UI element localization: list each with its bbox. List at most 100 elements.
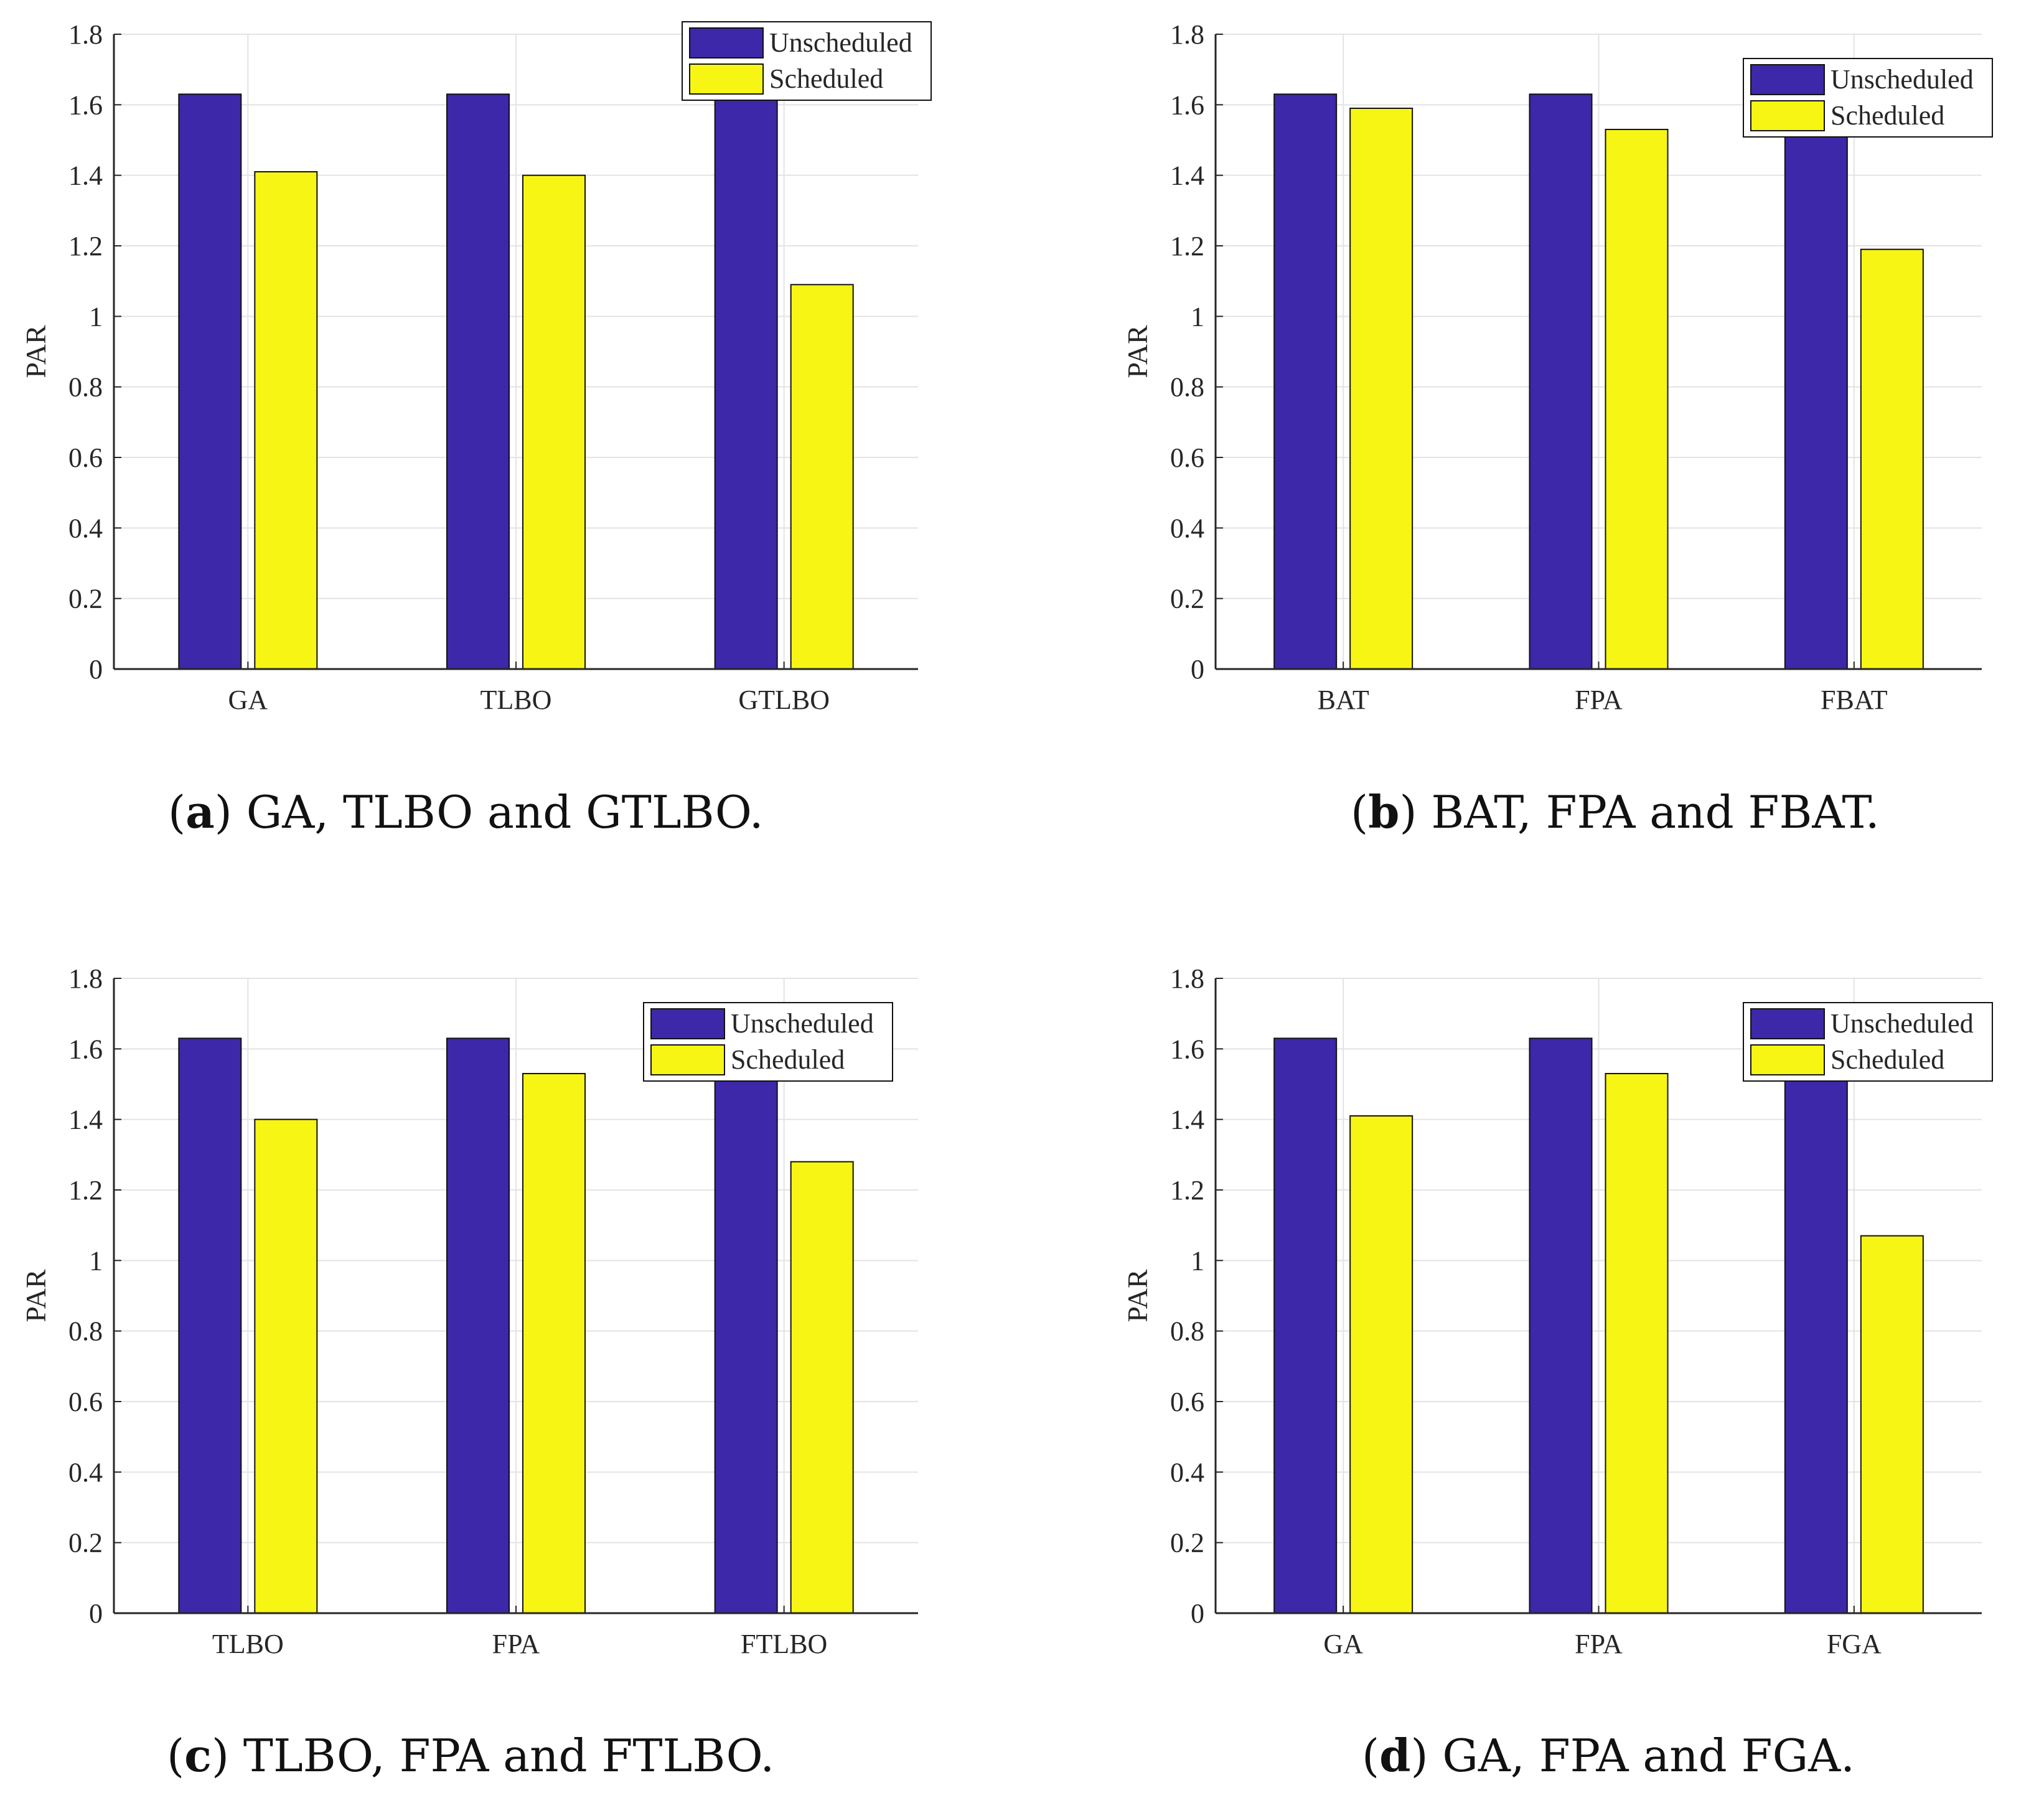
x-tick-label: BAT <box>1318 685 1369 715</box>
bar-unscheduled-fbat <box>1784 93 1848 670</box>
bar-scheduled-tlbo <box>254 1118 318 1614</box>
y-tick-label: 1.6 <box>1170 1034 1204 1064</box>
y-tick-label: 1.8 <box>68 963 103 994</box>
bar-unscheduled-gtlbo <box>714 93 778 670</box>
legend-swatch-unscheduled <box>689 27 764 59</box>
bar-unscheduled-ga <box>1273 1037 1338 1614</box>
x-tick-label: FPA <box>1575 1629 1623 1659</box>
bar-unscheduled-tlbo <box>178 1037 242 1614</box>
legend-label-unscheduled: Unscheduled <box>1831 64 1974 95</box>
legend: Unscheduled Scheduled <box>1743 58 1993 138</box>
bar-unscheduled-bat <box>1273 93 1338 670</box>
legend-swatch-scheduled <box>1750 100 1825 131</box>
y-tick-label: 0.4 <box>1170 513 1204 543</box>
legend-swatch-scheduled <box>689 63 764 95</box>
bar-unscheduled-fpa <box>1529 1037 1593 1614</box>
legend: Unscheduled Scheduled <box>643 1002 893 1082</box>
y-tick-label: 1.2 <box>1170 1175 1204 1206</box>
legend-swatch-unscheduled <box>1750 64 1825 95</box>
bar-scheduled-ga <box>254 171 318 670</box>
y-tick-label: 0.8 <box>1170 372 1204 403</box>
y-tick-label: 1.8 <box>1170 963 1204 994</box>
y-tick-label: 1 <box>1191 301 1204 332</box>
y-tick-label: 1 <box>1191 1245 1204 1276</box>
y-tick-label: 1.2 <box>68 1175 103 1206</box>
caption-text: GA, TLBO and GTLBO. <box>232 786 764 838</box>
y-tick-label: 0.2 <box>68 1528 103 1558</box>
legend-label-scheduled: Scheduled <box>1831 100 1944 131</box>
bar-scheduled-ftlbo <box>790 1161 854 1614</box>
legend: Unscheduled Scheduled <box>1743 1002 1993 1082</box>
chart-panel-c: 0 0.2 0.4 0.6 0.8 1 1.2 1.4 1.6 1.8 TLBO FPA FTLBO PA… <box>20 963 918 1659</box>
bar-scheduled-fpa <box>1605 129 1669 670</box>
y-tick-label: 1.4 <box>1170 161 1204 191</box>
y-tick-label: 0.4 <box>68 513 103 543</box>
bar-unscheduled-fpa <box>1529 93 1593 670</box>
bar-scheduled-bat <box>1349 108 1413 670</box>
caption-letter: d <box>1379 1729 1411 1782</box>
chart-panel-d: 0 0.2 0.4 0.6 0.8 1 1.2 1.4 1.6 1.8 GA FPA FGA PAR Uns… <box>1122 963 1993 1659</box>
bar-scheduled-fpa <box>522 1073 586 1614</box>
x-tick-label: GA <box>1323 1629 1363 1659</box>
y-tick-label: 1.8 <box>68 19 103 50</box>
y-tick-label: 1.4 <box>1170 1105 1204 1135</box>
bar-unscheduled-fpa <box>446 1037 510 1614</box>
y-tick-label: 0.2 <box>68 584 103 614</box>
y-tick-label: 0.6 <box>1170 442 1204 473</box>
y-tick-label: 0.6 <box>1170 1387 1204 1417</box>
bar-unscheduled-ga <box>178 93 242 670</box>
bar-unscheduled-ftlbo <box>714 1037 778 1614</box>
chart-panel-b: 0 0.2 0.4 0.6 0.8 1 1.2 1.4 1.6 1.8 BAT FPA FBAT PAR U… <box>1122 19 1993 715</box>
y-tick-label: 0 <box>1191 654 1204 685</box>
x-tick-label: TLBO <box>212 1629 284 1659</box>
legend-swatch-unscheduled <box>1750 1008 1825 1039</box>
y-tick-label: 0 <box>1191 1598 1204 1629</box>
legend-swatch-scheduled <box>1750 1044 1825 1075</box>
bar-scheduled-tlbo <box>522 174 586 670</box>
x-tick-label: TLBO <box>481 685 552 715</box>
y-tick-label: 1.6 <box>1170 90 1204 120</box>
y-tick-label: 0 <box>89 1598 103 1629</box>
y-tick-label: 0.8 <box>68 372 103 403</box>
legend-swatch-scheduled <box>650 1044 725 1075</box>
x-tick-label: FBAT <box>1821 685 1888 715</box>
chart-panel-a: 0 0.2 0.4 0.6 0.8 1 1.2 1.4 1.6 1.8 GA TLBO GTLBO PAR… <box>20 19 932 715</box>
caption-c: (c) TLBO, FPA and FTLBO. <box>167 1729 775 1782</box>
y-tick-label: 0.2 <box>1170 584 1204 614</box>
legend-label-scheduled: Scheduled <box>1831 1044 1944 1075</box>
bar-unscheduled-tlbo <box>446 93 510 670</box>
legend-label-unscheduled: Unscheduled <box>769 27 912 58</box>
y-axis-label: PAR <box>20 1269 52 1323</box>
x-tick-label: FPA <box>492 1629 540 1659</box>
caption-text: TLBO, FPA and FTLBO. <box>229 1730 775 1782</box>
y-axis-label: PAR <box>20 325 52 378</box>
y-tick-label: 0.2 <box>1170 1528 1204 1558</box>
y-tick-label: 0.6 <box>68 442 103 473</box>
bar-scheduled-ga <box>1349 1115 1413 1614</box>
legend: Unscheduled Scheduled <box>682 21 932 101</box>
y-tick-label: 1 <box>89 301 103 332</box>
bar-scheduled-fbat <box>1860 248 1924 670</box>
y-tick-label: 1.8 <box>1170 19 1204 50</box>
y-tick-label: 1 <box>89 1245 103 1276</box>
caption-a: (a) GA, TLBO and GTLBO. <box>168 785 764 838</box>
x-tick-label: FPA <box>1575 685 1623 715</box>
y-tick-label: 1.2 <box>68 231 103 261</box>
y-tick-label: 0.6 <box>68 1387 103 1417</box>
legend-label-scheduled: Scheduled <box>769 63 883 94</box>
caption-letter: c <box>184 1729 212 1782</box>
legend-label-unscheduled: Unscheduled <box>731 1008 874 1039</box>
legend-swatch-unscheduled <box>650 1008 725 1039</box>
x-tick-label: FTLBO <box>741 1629 827 1659</box>
y-tick-label: 1.6 <box>68 90 103 120</box>
bar-scheduled-fga <box>1860 1235 1924 1614</box>
legend-label-scheduled: Scheduled <box>731 1044 845 1075</box>
caption-d: (d) GA, FPA and FGA. <box>1362 1729 1855 1782</box>
y-tick-label: 0.4 <box>68 1457 103 1487</box>
caption-text: BAT, FPA and FBAT. <box>1417 786 1880 838</box>
y-tick-label: 1.6 <box>68 1034 103 1064</box>
y-tick-label: 0 <box>89 654 103 685</box>
y-tick-label: 0.8 <box>1170 1316 1204 1347</box>
